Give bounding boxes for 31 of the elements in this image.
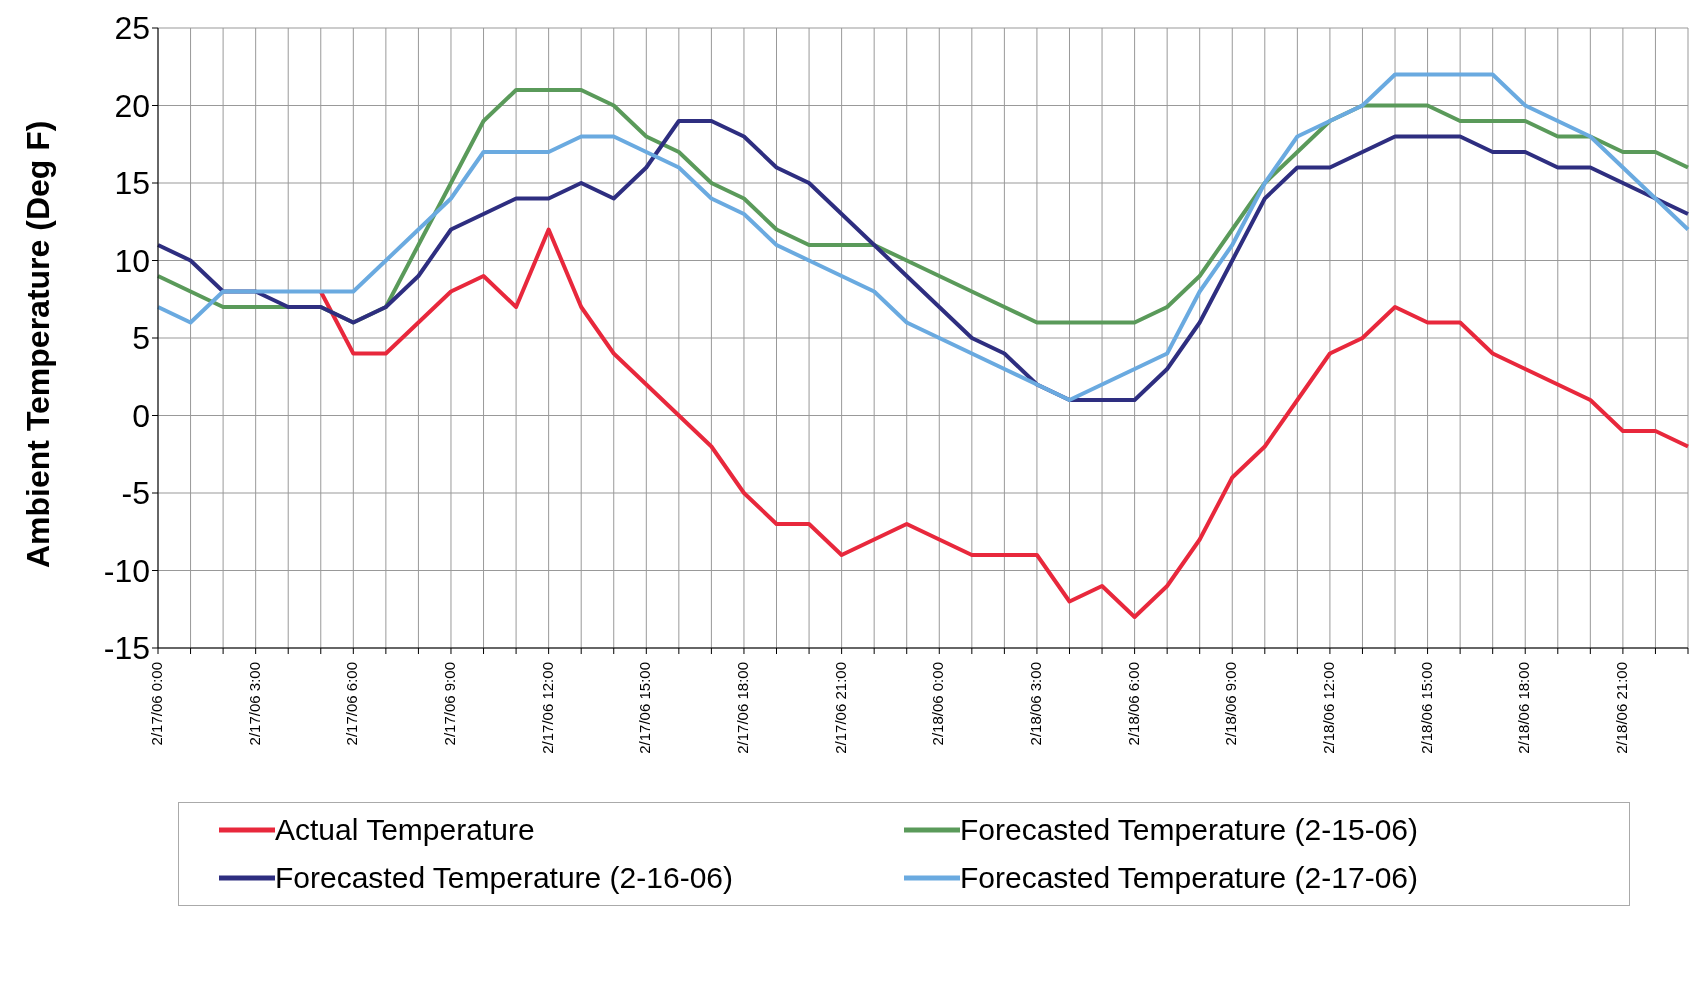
x-tick-label: 2/17/06 9:00	[440, 662, 458, 746]
y-tick-label: 25	[114, 10, 150, 47]
x-tick-label: 2/17/06 0:00	[147, 662, 165, 746]
line-series	[318, 227, 1690, 619]
y-tick-label: -5	[121, 475, 150, 512]
x-tick-label: 2/18/06 0:00	[929, 662, 947, 746]
legend-label: Forecasted Temperature (2-15-06)	[960, 813, 1418, 847]
y-tick-label: 20	[114, 87, 150, 124]
legend-label: Actual Temperature	[275, 813, 535, 847]
x-tick-label: 2/17/06 15:00	[636, 662, 654, 754]
x-tick-label: 2/18/06 15:00	[1417, 662, 1435, 754]
x-tick-label: 2/18/06 9:00	[1222, 662, 1240, 746]
y-tick-label: -15	[103, 630, 150, 667]
y-tick-label: -10	[103, 552, 150, 589]
x-tick-label: 2/17/06 3:00	[245, 662, 263, 746]
x-tick-label: 2/17/06 21:00	[831, 662, 849, 754]
x-tick-label: 2/17/06 6:00	[343, 662, 361, 746]
y-tick-label: 0	[132, 397, 150, 434]
y-tick-label: 10	[114, 242, 150, 279]
y-axis-title: Ambient Temperature (Deg F)	[20, 120, 57, 568]
x-tick-label: 2/18/06 3:00	[1026, 662, 1044, 746]
y-tick-label: 15	[114, 165, 150, 202]
x-tick-label: 2/17/06 18:00	[733, 662, 751, 754]
legend-label: Forecasted Temperature (2-17-06)	[960, 861, 1418, 895]
y-tick-label: 5	[132, 320, 150, 357]
x-tick-label: 2/18/06 21:00	[1612, 662, 1630, 754]
x-tick-label: 2/18/06 6:00	[1124, 662, 1142, 746]
x-tick-label: 2/18/06 12:00	[1319, 662, 1337, 754]
x-tick-label: 2/17/06 12:00	[538, 662, 556, 754]
x-tick-label: 2/18/06 18:00	[1515, 662, 1533, 754]
legend-label: Forecasted Temperature (2-16-06)	[275, 861, 733, 895]
